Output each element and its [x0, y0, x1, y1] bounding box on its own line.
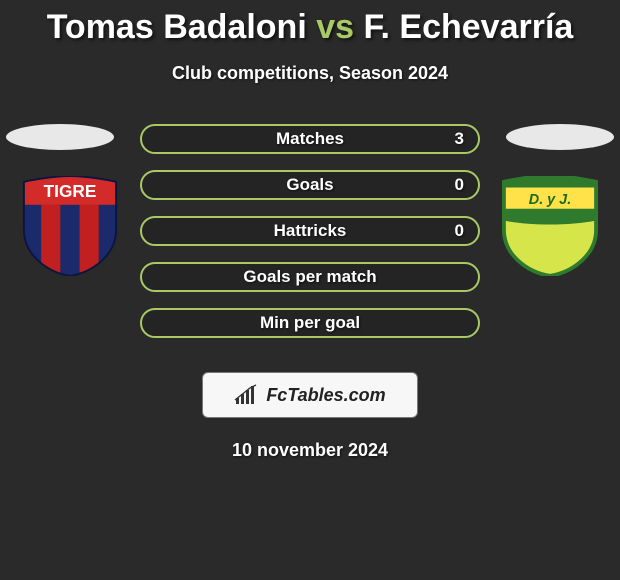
- source-logo: FcTables.com: [202, 372, 418, 418]
- title-player1: Tomas Badaloni: [47, 8, 307, 46]
- title-vs: vs: [316, 8, 354, 46]
- stat-value: 0: [455, 221, 464, 241]
- stat-label: Min per goal: [260, 313, 360, 333]
- player2-marker-oval: [506, 124, 614, 150]
- stat-row: Min per goal: [140, 308, 480, 338]
- page-title: Tomas Badaloni vs F. Echevarría: [0, 0, 620, 47]
- date-label: 10 november 2024: [0, 440, 620, 461]
- stat-row: Hattricks 0: [140, 216, 480, 246]
- bar-chart-icon: [234, 384, 260, 406]
- stat-value: 0: [455, 175, 464, 195]
- player1-marker-oval: [6, 124, 114, 150]
- club-crest-right: D. y J.: [502, 176, 598, 276]
- dyj-crest-icon: D. y J.: [502, 176, 598, 276]
- stat-pill-list: Matches 3 Goals 0 Hattricks 0 Goals per …: [140, 124, 480, 354]
- stat-row: Matches 3: [140, 124, 480, 154]
- stat-row: Goals per match: [140, 262, 480, 292]
- subtitle: Club competitions, Season 2024: [0, 63, 620, 84]
- source-logo-text: FcTables.com: [266, 385, 385, 406]
- svg-text:TIGRE: TIGRE: [44, 181, 97, 201]
- stat-label: Matches: [276, 129, 344, 149]
- comparison-panel: TIGRE D. y J.: [0, 124, 620, 354]
- tigre-crest-icon: TIGRE: [22, 176, 118, 276]
- stat-label: Goals per match: [243, 267, 376, 287]
- title-player2: F. Echevarría: [364, 8, 574, 46]
- club-crest-left: TIGRE: [22, 176, 118, 276]
- stat-label: Hattricks: [274, 221, 347, 241]
- stat-value: 3: [455, 129, 464, 149]
- stat-label: Goals: [286, 175, 333, 195]
- stat-row: Goals 0: [140, 170, 480, 200]
- svg-text:D. y J.: D. y J.: [529, 192, 571, 208]
